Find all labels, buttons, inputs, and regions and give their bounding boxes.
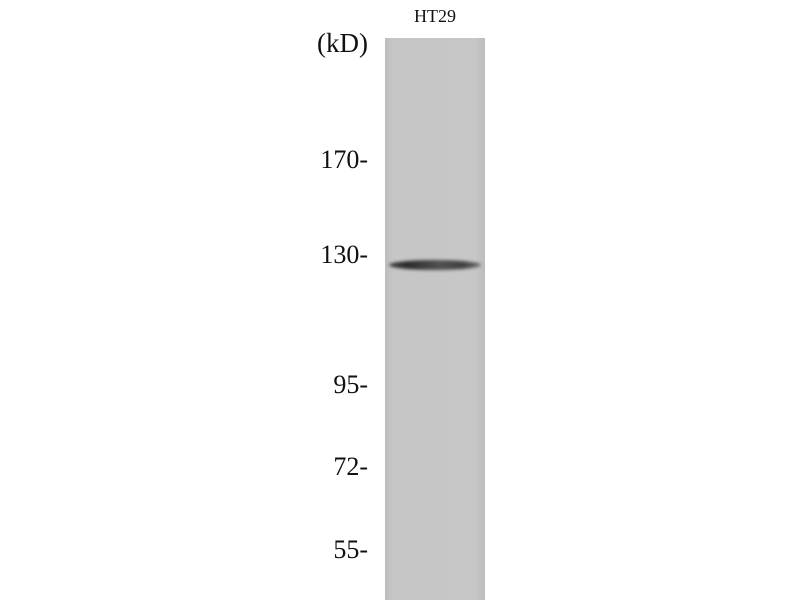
marker-72: 72-	[333, 452, 368, 481]
marker-95: 95-	[333, 370, 368, 399]
lane-label: HT29	[414, 6, 456, 26]
marker-55: 55-	[333, 535, 368, 564]
unit-label: (kD)	[317, 28, 368, 58]
marker-170: 170-	[320, 145, 368, 174]
marker-130: 130-	[320, 240, 368, 269]
blot-lane	[385, 38, 485, 600]
protein-band	[389, 260, 481, 270]
